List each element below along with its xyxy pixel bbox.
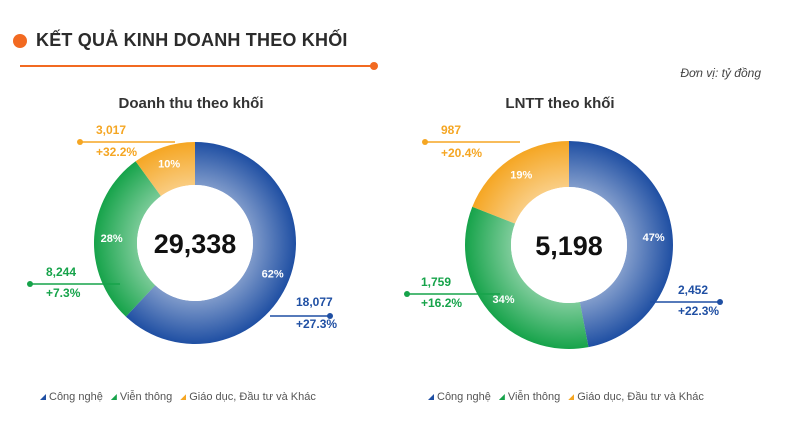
donut-hole — [137, 185, 253, 301]
donut-slice — [465, 206, 589, 349]
callout-value: 987 — [441, 123, 461, 137]
callout-dot-icon — [717, 299, 723, 305]
chart-title-profit: LNTT theo khối — [505, 95, 615, 112]
callout-value: 8,244 — [46, 265, 76, 279]
slice-percent-label: 28% — [101, 233, 123, 245]
slice-percent-label: 34% — [492, 294, 514, 306]
legend-swatch-icon — [498, 394, 505, 400]
callout-value: 1,759 — [421, 275, 451, 289]
donut-slice — [472, 141, 569, 224]
legend-label: Viễn thông — [507, 391, 561, 403]
callout-growth: +16.2% — [421, 296, 462, 310]
callout-dot-icon — [27, 281, 33, 287]
legend-swatch-icon — [180, 394, 187, 400]
unit-label: Đơn vị: tỷ đồng — [680, 66, 761, 80]
callout-dot-icon — [77, 139, 83, 145]
donut-center-value: 5,198 — [535, 231, 603, 261]
legend-item: Giáo dục, Đầu tư và Khác — [180, 391, 316, 403]
legend-label: Công nghệ — [49, 391, 103, 403]
slice-percent-label: 62% — [262, 269, 284, 281]
page-title: KẾT QUẢ KINH DOANH THEO KHỐI — [36, 30, 348, 50]
callout-dot-icon — [422, 139, 428, 145]
legend-label: Giáo dục, Đầu tư và Khác — [577, 391, 704, 403]
header-bullet-icon — [13, 34, 27, 48]
header-underline-dot — [370, 62, 378, 70]
callout-value: 18,077 — [296, 295, 333, 309]
donut-slice — [93, 161, 161, 317]
legend-profit: Công nghệ Viễn thông Giáo dục, Đầu tư và… — [428, 391, 712, 403]
callout-growth: +27.3% — [296, 317, 337, 331]
legend-label: Viễn thông — [119, 391, 173, 403]
callout-dot-icon — [404, 291, 410, 297]
legend-swatch-icon — [428, 394, 434, 400]
legend-item: Viễn thông — [498, 391, 561, 403]
legend-label: Công nghệ — [437, 391, 491, 403]
header-underline — [20, 65, 374, 67]
callout-dot-icon — [327, 313, 333, 319]
legend-swatch-icon — [110, 394, 117, 400]
callout-value: 2,452 — [678, 283, 708, 297]
legend-swatch-icon — [40, 394, 46, 400]
slice-percent-label: 47% — [643, 232, 665, 244]
legend-item: Giáo dục, Đầu tư và Khác — [568, 391, 704, 403]
donut-slice — [135, 142, 195, 197]
donut-center-value: 29,338 — [154, 229, 237, 259]
slice-percent-label: 10% — [158, 159, 180, 171]
slice-percent-label: 19% — [510, 170, 532, 182]
legend-item: Viễn thông — [110, 391, 173, 403]
callout-value: 3,017 — [96, 123, 126, 137]
legend-swatch-icon — [568, 394, 575, 400]
legend-item: Công nghệ — [40, 391, 103, 403]
callout-growth: +22.3% — [678, 304, 719, 318]
donut-slice — [125, 142, 297, 344]
legend-label: Giáo dục, Đầu tư và Khác — [189, 391, 316, 403]
donut-slice — [569, 141, 674, 348]
donut-hole — [511, 187, 627, 303]
chart-title-revenue: Doanh thu theo khối — [118, 95, 264, 112]
legend-item: Công nghệ — [428, 391, 491, 403]
legend-revenue: Công nghệ Viễn thông Giáo dục, Đầu tư và… — [40, 391, 324, 403]
callout-growth: +7.3% — [46, 286, 81, 300]
callout-growth: +20.4% — [441, 146, 482, 160]
callout-growth: +32.2% — [96, 145, 137, 159]
